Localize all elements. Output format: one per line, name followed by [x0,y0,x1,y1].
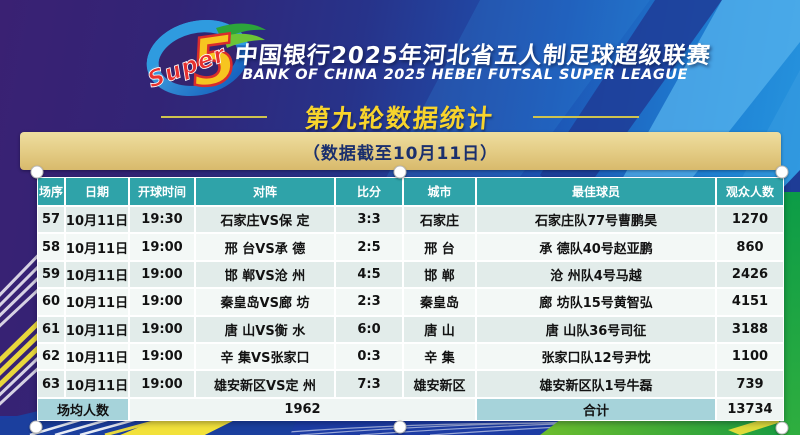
column-header: 开球时间 [130,178,194,205]
column-header: 最佳球员 [477,178,715,205]
table-cell: 秦皇岛VS廊 坊 [196,289,334,315]
table-cell: 唐 山队36号司征 [477,316,715,342]
table-cell: 廊 坊队15号黄智弘 [477,289,715,315]
table-cell: 10月11日 [66,343,128,370]
table-cell: 唐 山VS衡 水 [196,316,334,342]
table-cell: 6:0 [336,316,402,342]
logo-digit: 5 [186,20,242,103]
footer-average-value: 1962 [130,398,475,420]
table-cell: 10月11日 [66,207,128,233]
table-cell: 19:00 [130,343,194,370]
table-cell: 60 [38,289,64,315]
table-cell: 7:3 [336,371,402,397]
table-cell: 沧 州队4号马越 [477,261,715,288]
table-cell: 张家口队12号尹忱 [477,343,715,370]
table-cell: 1270 [717,207,783,233]
table-cell: 唐 山 [404,316,475,342]
table-cell: 4:5 [336,261,402,288]
table-cell: 860 [717,234,783,260]
super5-league-logo: 5 Super [144,19,266,104]
column-header: 比分 [336,178,402,205]
selection-handle-top-right[interactable] [775,165,789,179]
table-cell: 61 [38,316,64,342]
selection-handle-top-left[interactable] [30,165,44,179]
table-cell: 0:3 [336,343,402,370]
table-cell: 19:00 [130,234,194,260]
table-cell: 3188 [717,316,783,342]
table-cell: 19:00 [130,316,194,342]
selection-handle-top-middle[interactable] [393,165,407,179]
table-cell: 10月11日 [66,234,128,260]
table-cell: 10月11日 [66,316,128,342]
table-cell: 739 [717,371,783,397]
table-cell: 1100 [717,343,783,370]
right-dash-line [532,116,639,118]
table-cell: 2426 [717,261,783,288]
footer-average-label: 场均人数 [38,398,128,420]
table-cell: 承 德队40号赵亚鹏 [477,234,715,260]
table-cell: 59 [38,261,64,288]
table-cell: 秦皇岛 [404,289,475,315]
table-cell: 邯 郸VS沧 州 [196,261,334,288]
table-cell: 邢 台 [404,234,475,260]
table-cell: 3:3 [336,207,402,233]
table-cell: 4151 [717,289,783,315]
table-cell: 10月11日 [66,261,128,288]
table-cell: 58 [38,234,64,260]
table-cell: 邯 郸 [404,261,475,288]
round-title: 第九轮数据统计 [304,104,496,133]
column-header: 日期 [66,178,128,205]
table-cell: 雄安新区队1号牛磊 [477,371,715,397]
column-header: 对阵 [196,178,334,205]
footer-total-value: 13734 [717,398,783,420]
table-cell: 19:00 [130,289,194,315]
table-cell: 19:30 [130,207,194,233]
column-header: 观众人数 [717,178,783,205]
table-cell: 雄安新区 [404,371,475,397]
table-cell: 10月11日 [66,371,128,397]
round-title-row: 第九轮数据统计 [0,101,800,133]
data-cutoff-banner: （数据截至10月11日） [20,132,781,170]
selection-handle-bottom-right[interactable] [775,421,789,435]
selection-handle-bottom-middle[interactable] [393,420,407,434]
left-dash-line [161,116,268,118]
table-cell: 2:5 [336,234,402,260]
selection-handle-bottom-left[interactable] [29,420,43,434]
table-cell: 邢 台VS承 德 [196,234,334,260]
table-cell: 10月11日 [66,289,128,315]
league-title-en: BANK OF CHINA 2025 HEBEI FUTSAL SUPER LE… [242,67,688,83]
column-header: 城市 [404,178,475,205]
table-cell: 辛 集 [404,343,475,370]
column-header: 场序 [38,178,64,205]
data-cutoff-text: （数据截至10月11日） [302,143,499,164]
footer-total-label: 合计 [477,398,715,420]
table-cell: 19:00 [130,261,194,288]
table-cell: 石家庄队77号曹鹏昊 [477,207,715,233]
table-cell: 57 [38,207,64,233]
stats-table: 场序 日期 开球时间 对阵 比分 城市 最佳球员 观众人数 57 10月11日 19:30 石家庄VS… [37,177,784,421]
table-cell: 石家庄 [404,207,475,233]
table-cell: 19:00 [130,371,194,397]
table-cell: 辛 集VS张家口 [196,343,334,370]
table-cell: 62 [38,343,64,370]
table-cell: 石家庄VS保 定 [196,207,334,233]
table-cell: 63 [38,371,64,397]
league-title-cn: 中国银行2025年河北省五人制足球超级联赛 [233,43,713,69]
table-cell: 雄安新区VS定 州 [196,371,334,397]
table-cell: 2:3 [336,289,402,315]
